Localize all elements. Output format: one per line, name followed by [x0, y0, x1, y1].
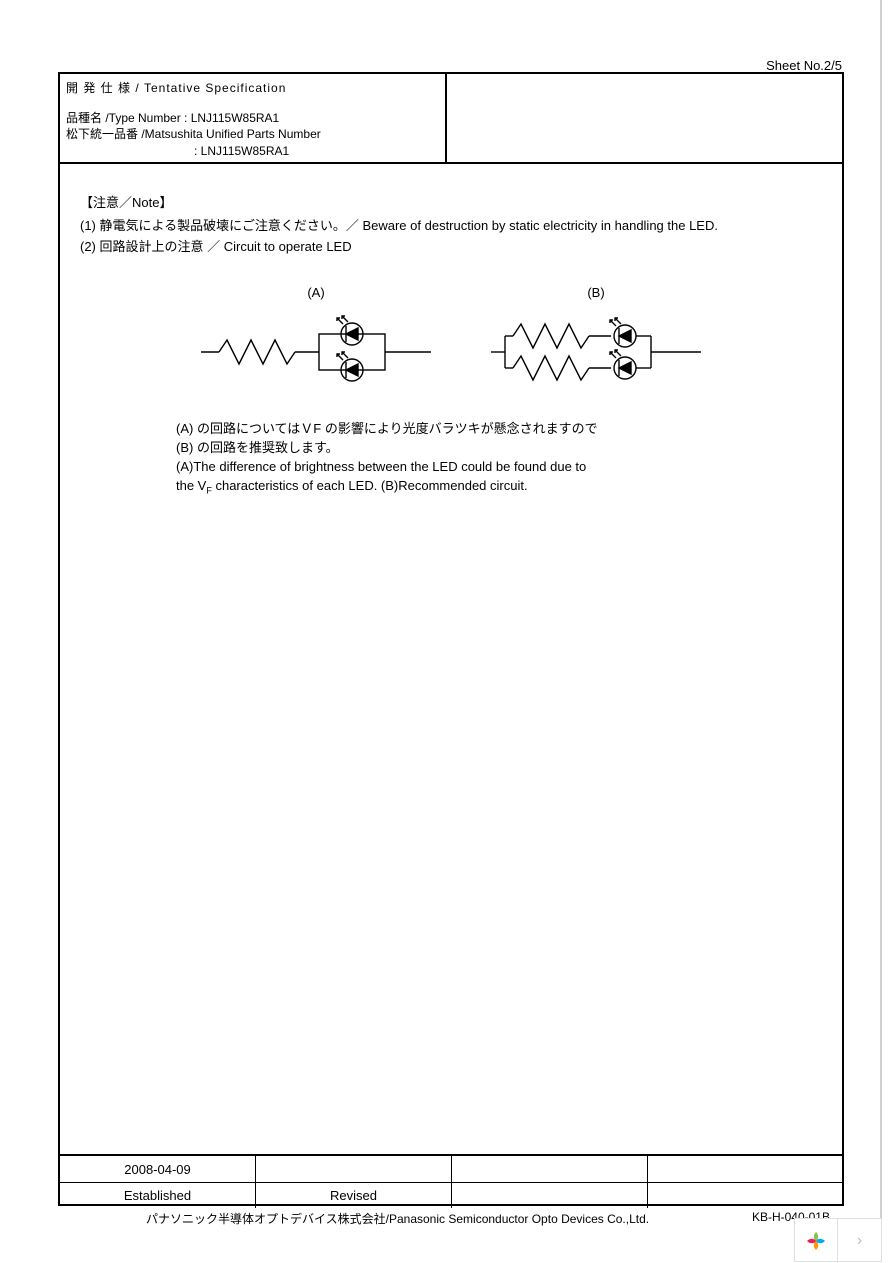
- page-edge-shadow: [880, 0, 882, 1262]
- circuit-a: (A): [201, 285, 431, 392]
- circuit-diagrams: (A): [80, 285, 822, 392]
- circuit-a-label: (A): [201, 285, 431, 300]
- footer-empty-2: [452, 1156, 648, 1182]
- spec-title: 開 発 仕 様 / Tentative Specification: [66, 80, 439, 96]
- footer-empty-1: [256, 1156, 452, 1182]
- footer-table: 2008-04-09 Established Revised: [60, 1154, 842, 1208]
- body-area: 【注意／Note】 (1) 静電気による製品破壊にご注意ください。／ Bewar…: [60, 164, 842, 1154]
- circuit-b-label: (B): [491, 285, 701, 300]
- explain-l4b: characteristics of each LED. (B)Recommen…: [212, 478, 528, 493]
- explain-l4a: the V: [176, 478, 206, 493]
- explain-line-4: the VF characteristics of each LED. (B)R…: [176, 477, 736, 498]
- header-left-cell: 開 発 仕 様 / Tentative Specification 品種名 /T…: [60, 74, 447, 162]
- explain-line-3: (A)The difference of brightness between …: [176, 458, 736, 477]
- footer-empty-5: [648, 1182, 842, 1208]
- footer-empty-4: [452, 1182, 648, 1208]
- explain-line-1: (A) の回路についてはＶF の影響により光度バラツキが懸念されますので: [176, 420, 736, 439]
- pager-widget: ›: [794, 1218, 882, 1262]
- unified-value-line: : LNJ115W85RA1: [66, 143, 439, 159]
- footer-revised: Revised: [256, 1182, 452, 1208]
- header-row: 開 発 仕 様 / Tentative Specification 品種名 /T…: [60, 74, 842, 164]
- type-label: 品種名 /Type Number :: [66, 111, 187, 125]
- document-frame: 開 発 仕 様 / Tentative Specification 品種名 /T…: [58, 72, 844, 1206]
- note-line-2: (2) 回路設計上の注意 ／ Circuit to operate LED: [80, 236, 822, 255]
- pager-logo-icon[interactable]: [795, 1219, 838, 1263]
- circuit-b: (B): [491, 285, 701, 392]
- circuit-a-svg: [201, 312, 431, 392]
- explain-line-2: (B) の回路を推奨致します。: [176, 439, 736, 458]
- footer-line: パナソニック半導体オプトデバイス株式会社/Panasonic Semicondu…: [58, 1208, 844, 1227]
- explanation-text: (A) の回路についてはＶF の影響により光度バラツキが懸念されますので (B)…: [176, 420, 736, 497]
- circuit-b-svg: [491, 312, 701, 392]
- pager-next-button[interactable]: ›: [838, 1219, 881, 1263]
- footer-date: 2008-04-09: [60, 1156, 256, 1182]
- company-name: パナソニック半導体オプトデバイス株式会社/Panasonic Semicondu…: [146, 1210, 752, 1227]
- type-number-line: 品種名 /Type Number : LNJ115W85RA1: [66, 110, 439, 126]
- sheet-number: Sheet No.2/5: [766, 58, 842, 73]
- type-value: LNJ115W85RA1: [191, 111, 280, 125]
- footer-empty-3: [648, 1156, 842, 1182]
- unified-value: : LNJ115W85RA1: [194, 144, 289, 158]
- unified-label: 松下統一品番 /Matsushita Unified Parts Number: [66, 126, 439, 142]
- note-title: 【注意／Note】: [80, 192, 822, 211]
- footer-established: Established: [60, 1182, 256, 1208]
- note-line-1: (1) 静電気による製品破壊にご注意ください。／ Beware of destr…: [80, 215, 822, 234]
